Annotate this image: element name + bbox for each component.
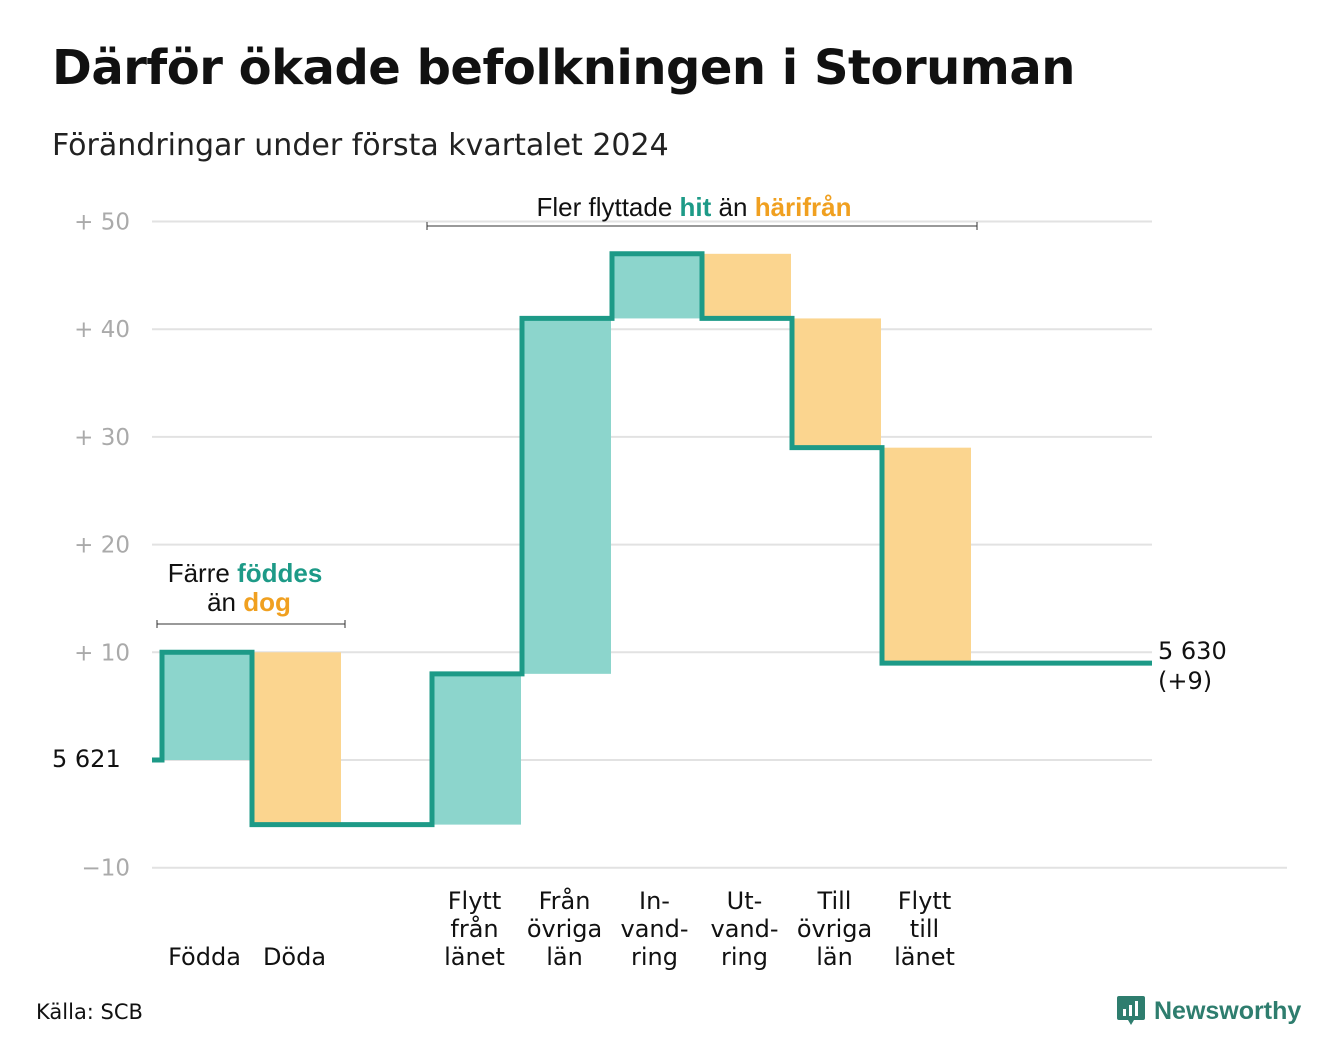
step-line-path [152, 251, 1152, 828]
category-label: övriga [797, 915, 872, 943]
category-label: Från [539, 886, 591, 915]
moves-bracket [426, 222, 978, 230]
category-label: ring [721, 943, 768, 971]
category-labels: Födda DödaFlyttfrånlänetFrånövrigalänIn-v… [168, 886, 955, 971]
bar [612, 253, 701, 319]
bar [162, 652, 251, 760]
bar [702, 253, 791, 319]
bar [252, 652, 341, 825]
y-tick-label: + 30 [74, 425, 130, 451]
end-value-label: 5 630 [1158, 637, 1227, 665]
start-value-label: 5 621 [52, 745, 121, 773]
bar [882, 447, 971, 664]
bar [522, 318, 611, 674]
category-label: länet [894, 943, 955, 971]
source-note: Källa: SCB [36, 1000, 143, 1024]
y-tick-label: + 10 [74, 640, 130, 666]
y-tick-label: −10 [81, 856, 130, 882]
y-tick-label: + 50 [74, 210, 130, 236]
bars [162, 253, 971, 825]
category-label: från [450, 914, 498, 943]
births-annotation-line1: Färre föddes [168, 558, 323, 588]
category-label: In- [639, 887, 670, 915]
category-label: Födda [168, 943, 241, 971]
moves-annotation-text: Fler flyttade hit än härifrån [536, 192, 851, 222]
category-label: ring [631, 943, 678, 971]
category-label: Flytt [898, 887, 952, 915]
category-label: Flytt [448, 887, 502, 915]
page-title: Därför ökade befolkningen i Storuman [52, 40, 1075, 96]
newsworthy-logo-icon [1117, 996, 1145, 1025]
category-label: Döda [263, 943, 326, 971]
step-line [152, 251, 1152, 828]
category-label: till [910, 915, 939, 943]
births-annotation-line2: än dog [207, 587, 291, 617]
category-label: övriga [527, 915, 602, 943]
end-change-label: (+9) [1158, 667, 1212, 695]
category-label: Till [817, 887, 852, 915]
brand-logo: Newsworthy [1116, 994, 1301, 1028]
category-label: länet [444, 943, 505, 971]
moves-annotation: Fler flyttade hit än härifrån [426, 192, 978, 230]
bar [792, 318, 881, 448]
y-tick-label: + 40 [74, 317, 130, 343]
page-subtitle: Förändringar under första kvartalet 2024 [52, 128, 669, 163]
category-label: län [816, 943, 853, 971]
category-label: vand- [620, 915, 688, 943]
y-tick-label: + 20 [74, 533, 130, 559]
category-label: Ut- [727, 887, 763, 915]
category-label: län [546, 943, 583, 971]
y-tick-labels: + 50 + 40 + 30 + 20 + 10 −10 [74, 210, 130, 882]
bar [432, 673, 521, 825]
births-bracket [156, 620, 346, 628]
category-label: vand- [710, 915, 778, 943]
brand-name: Newsworthy [1154, 996, 1302, 1025]
births-annotation: Färre föddes än dog [156, 558, 346, 628]
